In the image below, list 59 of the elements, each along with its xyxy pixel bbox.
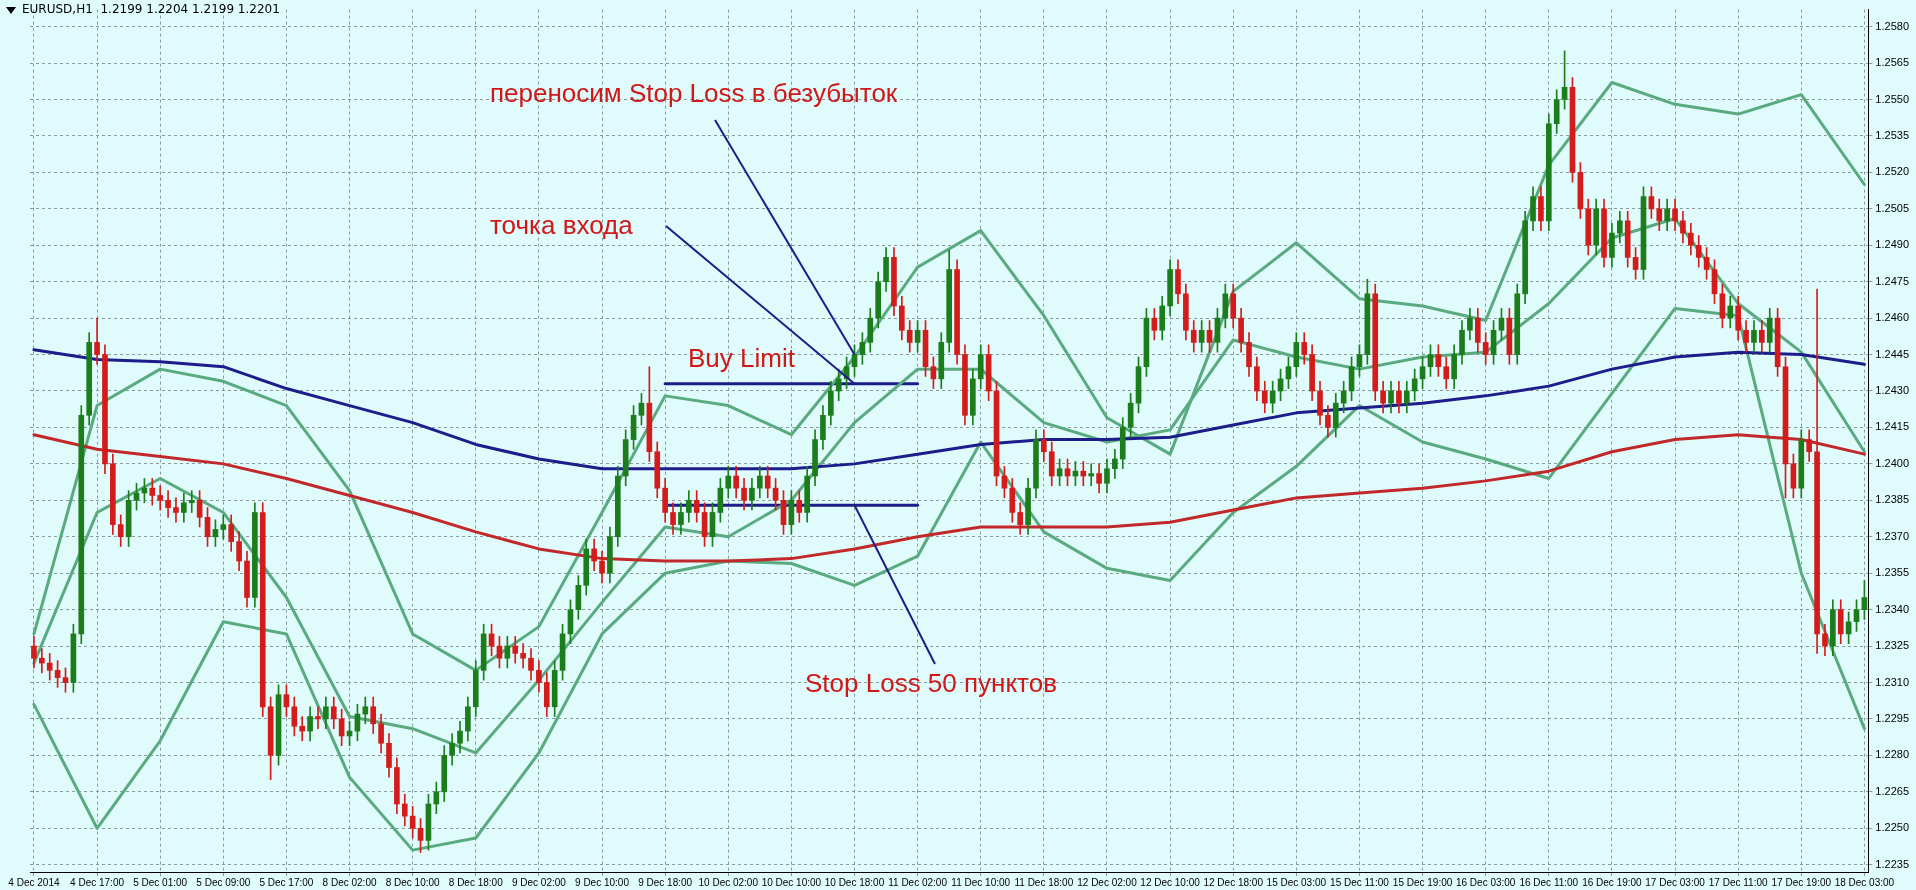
x-tick-label: 17 Dec 19:00 (1771, 876, 1832, 888)
x-tick-label: 8 Dec 18:00 (448, 876, 504, 888)
x-tick-label: 10 Dec 10:00 (761, 876, 822, 888)
y-tick-label: 1.2520 (1875, 165, 1910, 178)
y-tick-label: 1.2535 (1875, 128, 1910, 141)
y-tick-label: 1.2250 (1875, 821, 1910, 834)
x-tick-label: 11 Dec 02:00 (888, 876, 948, 888)
x-tick-label: 11 Dec 18:00 (1014, 876, 1074, 888)
annotation: Stop Loss 50 пунктов (805, 668, 1057, 699)
x-tick-label: 17 Dec 11:00 (1708, 876, 1768, 888)
y-tick-label: 1.2265 (1875, 784, 1910, 797)
x-tick-label: 12 Dec 18:00 (1203, 876, 1264, 888)
x-tick-label: 17 Dec 03:00 (1645, 876, 1706, 888)
x-tick-label: 16 Dec 03:00 (1455, 876, 1516, 888)
x-tick-label: 4 Dec 2014 (8, 876, 60, 888)
y-tick-label: 1.2295 (1875, 711, 1910, 724)
x-tick-label: 5 Dec 01:00 (133, 876, 188, 888)
x-tick-label: 15 Dec 11:00 (1330, 876, 1390, 888)
x-tick-label: 10 Dec 02:00 (698, 876, 759, 888)
y-tick-label: 1.2580 (1875, 19, 1910, 32)
y-tick-label: 1.2340 (1875, 602, 1910, 615)
x-tick-label: 8 Dec 02:00 (322, 876, 377, 888)
x-tick-label: 5 Dec 09:00 (196, 876, 251, 888)
y-tick-label: 1.2400 (1875, 456, 1910, 469)
chart-title: EURUSD,H1 1.2199 1.2204 1.2199 1.2201 (22, 2, 280, 16)
y-tick-label: 1.2565 (1875, 56, 1910, 69)
x-tick-label: 15 Dec 19:00 (1392, 876, 1453, 888)
y-tick-label: 1.2370 (1875, 529, 1910, 542)
x-tick-label: 4 Dec 17:00 (70, 876, 125, 888)
x-tick-label: 9 Dec 10:00 (575, 876, 630, 888)
x-tick-label: 16 Dec 19:00 (1582, 876, 1643, 888)
y-tick-label: 1.2325 (1875, 639, 1910, 652)
y-tick-label: 1.2235 (1875, 857, 1910, 870)
y-tick-label: 1.2430 (1875, 384, 1910, 397)
y-tick-label: 1.2490 (1875, 238, 1910, 251)
y-tick-label: 1.2310 (1875, 675, 1910, 688)
x-tick-label: 9 Dec 02:00 (511, 876, 567, 888)
annotation: Buy Limit (688, 343, 795, 374)
y-tick-label: 1.2280 (1875, 748, 1910, 761)
x-tick-label: 16 Dec 11:00 (1519, 876, 1579, 888)
y-tick-label: 1.2475 (1875, 274, 1910, 287)
y-tick-label: 1.2415 (1875, 420, 1910, 433)
y-tick-label: 1.2460 (1875, 311, 1910, 324)
x-tick-label: 12 Dec 02:00 (1077, 876, 1138, 888)
y-tick-label: 1.2385 (1875, 493, 1910, 506)
annotation: точка входа (490, 210, 633, 241)
y-tick-label: 1.2445 (1875, 347, 1910, 360)
x-tick-label: 18 Dec 03:00 (1834, 876, 1895, 888)
y-tick-label: 1.2355 (1875, 566, 1910, 579)
x-tick-label: 12 Dec 10:00 (1140, 876, 1201, 888)
x-tick-label: 11 Dec 10:00 (951, 876, 1011, 888)
x-tick-label: 8 Dec 10:00 (385, 876, 441, 888)
x-tick-label: 10 Dec 18:00 (824, 876, 885, 888)
y-tick-label: 1.2505 (1875, 201, 1910, 214)
x-tick-label: 5 Dec 17:00 (259, 876, 314, 888)
annotation: переносим Stop Loss в безубыток (490, 78, 898, 109)
x-tick-label: 15 Dec 03:00 (1266, 876, 1327, 888)
y-tick-label: 1.2550 (1875, 92, 1910, 105)
x-tick-label: 9 Dec 18:00 (638, 876, 693, 888)
